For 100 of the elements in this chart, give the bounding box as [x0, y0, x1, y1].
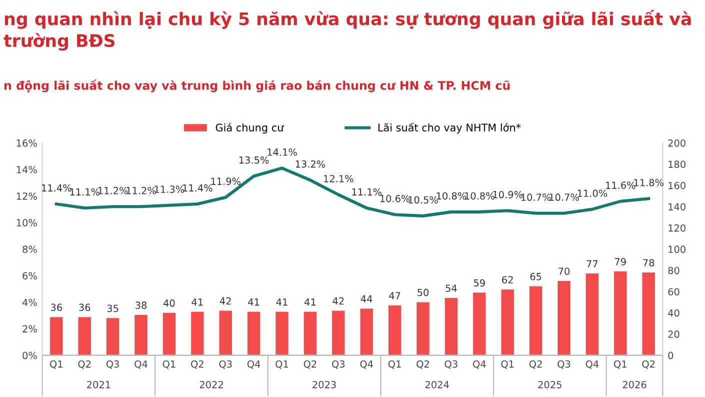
data-label: 10.6% [380, 194, 410, 202]
data-label: 62 [502, 276, 513, 284]
y-tick-label: 2% [22, 325, 37, 333]
x-tick-label: Q3 [106, 360, 119, 369]
data-label: 11.2% [126, 186, 156, 194]
data-label: 12.1% [324, 174, 354, 182]
y2-tick-label: 80 [668, 266, 680, 274]
text: 2023 [312, 380, 336, 388]
data-label: 10.8% [436, 192, 466, 200]
x-tick-label: Q4 [586, 360, 599, 369]
bar [247, 312, 260, 356]
x-tick-label: Q2 [416, 360, 429, 369]
chart-title: ng quan nhìn lại chu kỳ 5 năm vừa qua: sự tương quan giữa lãi suất và trường BĐS [4, 10, 691, 51]
x-tick-label: Q3 [444, 360, 458, 369]
x-tick-label: Q4 [360, 360, 373, 369]
y-tick-label: 12% [16, 192, 37, 200]
data-label: 11.6% [606, 182, 636, 189]
text: 2024 [425, 380, 449, 388]
data-label: 13.5% [239, 156, 269, 164]
y2-tick-label: 40 [668, 309, 680, 317]
data-label: 10.7% [521, 194, 551, 201]
bar [219, 310, 232, 356]
y2-tick-label: 200 [668, 139, 686, 147]
y2-tick-label: 0 [668, 352, 674, 360]
y-tick-label: 8% [22, 246, 37, 253]
data-label: 36 [79, 304, 90, 312]
text: 2021 [87, 380, 110, 388]
x-tick-label: Q4 [247, 360, 260, 369]
data-label: 11.0% [578, 190, 608, 197]
data-label: 11.4% [42, 184, 72, 192]
data-label: 11.1% [352, 188, 382, 196]
x-tick-label: Q3 [332, 360, 345, 369]
x-tick-label: Q3 [219, 360, 232, 369]
bar [444, 298, 458, 356]
x-tick-label: Q4 [134, 360, 148, 369]
x-tick-label: Q1 [276, 360, 288, 369]
bar [134, 314, 148, 356]
x-tick-label: Q1 [614, 360, 626, 369]
data-label: 11.9% [211, 178, 241, 185]
bar [304, 312, 317, 356]
text: 2022 [200, 380, 223, 388]
bar [642, 272, 655, 356]
data-label: 14.1% [268, 148, 297, 156]
data-label: 10.9% [493, 190, 523, 198]
data-label: 10.8% [465, 192, 494, 200]
data-label: 10.5% [408, 196, 438, 204]
y-tick-label: 6% [22, 272, 37, 280]
data-label: 70 [558, 268, 570, 275]
bar [501, 289, 514, 356]
y2-tick-label: 20 [668, 330, 680, 338]
text: 2026 [622, 380, 646, 388]
data-label: 50 [418, 288, 429, 296]
bar [586, 274, 599, 356]
data-label: 11.8% [634, 178, 664, 186]
bar [276, 312, 288, 356]
bar [332, 310, 345, 356]
bar [473, 292, 486, 356]
legend-label: Giá chung cư [216, 123, 284, 134]
y2-tick-label: 120 [668, 224, 686, 232]
data-label: 44 [360, 295, 372, 302]
y2-tick-label: 180 [668, 160, 686, 168]
data-label: 65 [530, 272, 542, 280]
y-tick-label: 10% [16, 219, 37, 226]
bar [106, 318, 120, 356]
data-label: 11.3% [154, 186, 184, 193]
data-label: 40 [163, 299, 175, 307]
text: 2025 [538, 380, 562, 388]
y-tick-label: 16% [16, 139, 37, 147]
data-label: 11.4% [183, 184, 212, 192]
legend-label: Lãi suất cho vay NHTM lớn* [378, 122, 521, 134]
bar [388, 305, 402, 356]
bar [162, 312, 176, 356]
bar [191, 312, 204, 356]
bar [558, 280, 570, 356]
y2-tick-label: 100 [668, 246, 686, 253]
chart-subtitle: n động lãi suất cho vay và trung bình giá rao bán chung cư HN & TP. HCM cũ [4, 79, 510, 92]
data-label: 42 [332, 297, 344, 305]
y-tick-label: 14% [16, 166, 37, 174]
data-label: 41 [304, 298, 316, 306]
data-label: 78 [643, 259, 654, 266]
y-tick-label: 0% [22, 352, 37, 360]
x-tick-label: Q2 [642, 360, 655, 369]
x-tick-label: Q1 [50, 360, 62, 369]
bar [529, 286, 542, 356]
data-label: 47 [389, 292, 400, 300]
bar [50, 317, 63, 356]
y2-tick-label: 140 [668, 203, 686, 210]
x-tick-label: Q1 [388, 360, 401, 369]
bar [614, 271, 627, 356]
data-label: 77 [586, 260, 598, 268]
data-label: 41 [276, 298, 288, 306]
y2-tick-label: 160 [668, 182, 686, 190]
data-label: 10.7% [550, 194, 579, 201]
x-tick-label: Q2 [529, 360, 542, 369]
x-tick-label: Q2 [78, 360, 91, 369]
data-label: 11.1% [70, 188, 100, 196]
y-tick-label: 4% [22, 298, 37, 306]
x-tick-label: Q1 [162, 360, 176, 369]
data-label: 13.2% [296, 160, 326, 168]
data-label: 41 [248, 298, 260, 306]
